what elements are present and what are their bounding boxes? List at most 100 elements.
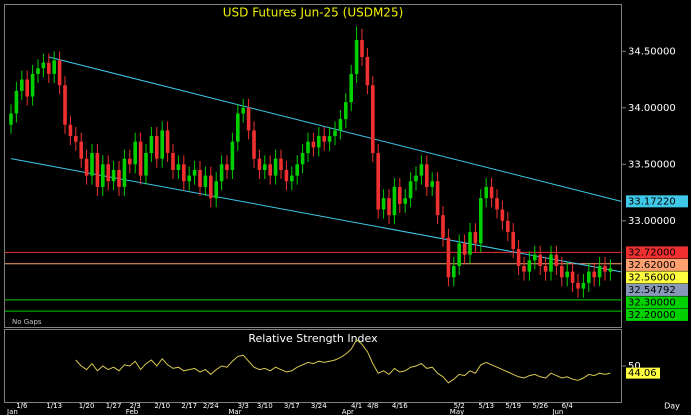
y-tick-label: 34.00000	[628, 103, 676, 114]
candle-body	[101, 164, 105, 187]
candle-body	[479, 198, 483, 244]
candle-body	[608, 268, 613, 272]
candle-body	[20, 79, 24, 91]
candle-body	[457, 243, 461, 266]
candle-body	[133, 141, 137, 165]
rsi-panel-frame	[4, 329, 622, 403]
candle-body	[549, 254, 553, 272]
candle-body	[603, 265, 607, 272]
candle-body	[198, 169, 202, 187]
candle-body	[122, 158, 127, 187]
x-month-label: May	[450, 408, 464, 415]
candle-body	[592, 271, 596, 278]
candle-body	[284, 169, 289, 182]
x-tick-label: 1/13	[46, 402, 62, 410]
x-tick-label: 5/13	[478, 402, 494, 410]
x-month-label: Mar	[228, 408, 241, 415]
candle-body	[68, 124, 73, 137]
rsi-title: Relative Strength Index	[248, 332, 378, 345]
x-tick-label: 5/2	[454, 402, 465, 410]
rsi-line	[75, 338, 611, 384]
candle-body	[554, 254, 559, 266]
x-month-label: Jan	[6, 408, 18, 415]
candle-body	[565, 271, 569, 278]
candle-body	[516, 249, 521, 266]
value-box-label: 32.54792	[628, 285, 676, 296]
candle-body	[52, 60, 56, 74]
candle-body	[376, 153, 380, 210]
candle-body	[160, 130, 164, 159]
candle-body	[79, 141, 83, 159]
candle-body	[236, 113, 240, 142]
candle-body	[414, 175, 418, 182]
x-tick-label: 2/10	[154, 402, 170, 410]
value-box-label: 32.72000	[628, 247, 676, 258]
candle-body	[527, 260, 532, 272]
candle-body	[36, 68, 40, 74]
x-tick-label: 5/26	[532, 402, 548, 410]
candle-body	[500, 209, 505, 221]
candle-body	[354, 40, 359, 74]
candle-body	[106, 164, 110, 182]
x-tick-label: 3/17	[284, 402, 300, 410]
x-tick-label: 1/27	[106, 402, 122, 410]
main-panel-frame	[4, 4, 622, 328]
candle-body	[14, 90, 19, 114]
value-box	[626, 283, 688, 296]
chart-title: USD Futures Jun-25 (USDM25)	[223, 6, 404, 20]
x-tick-label: 3/3	[238, 402, 249, 410]
x-month-label: Apr	[342, 408, 354, 415]
y-tick-label: 33.50000	[628, 159, 676, 170]
candle-body	[128, 158, 132, 165]
candle-body	[63, 85, 67, 125]
candle-body	[241, 107, 245, 114]
value-box-label: 32.56000	[628, 272, 676, 283]
candle-body	[360, 40, 364, 57]
candle-body	[408, 181, 413, 199]
x-tick-label: 6/4	[562, 402, 574, 410]
x-tick-label: 4/16	[392, 402, 408, 410]
x-tick-label: 2/17	[181, 402, 197, 410]
x-tick-label: 1/20	[79, 402, 95, 410]
value-box-label: 32.20000	[628, 310, 676, 321]
value-box	[626, 195, 688, 208]
x-tick-label: 2/3	[130, 402, 141, 410]
candle-body	[84, 158, 89, 176]
candle-body	[311, 141, 316, 148]
candle-body	[403, 198, 407, 204]
candle-body	[322, 136, 326, 142]
candle-body	[446, 237, 451, 278]
candle-body	[473, 232, 478, 244]
candle-body	[74, 136, 78, 142]
candle-body	[111, 169, 116, 182]
candle-body	[462, 243, 467, 255]
candle-body	[295, 164, 299, 176]
candle-body	[452, 265, 456, 278]
candle-body	[338, 119, 343, 131]
candle-body	[176, 164, 181, 170]
candle-body	[430, 181, 434, 187]
candle-body	[263, 164, 267, 170]
rsi-last-bg	[626, 367, 660, 379]
candle-body	[581, 282, 586, 289]
y-tick-label: 34.50000	[628, 46, 676, 57]
candle-body	[138, 141, 143, 176]
candle-body	[543, 265, 548, 272]
candle-body	[425, 164, 429, 187]
candle-body	[506, 220, 510, 233]
candle-body	[419, 164, 424, 176]
candle-body	[484, 186, 488, 199]
candle-body	[214, 181, 218, 199]
value-box	[626, 258, 688, 271]
candle-body	[317, 136, 321, 148]
x-month-label: Feb	[126, 408, 139, 415]
candle-body	[57, 60, 62, 86]
candle-body	[90, 153, 94, 176]
candle-body	[522, 265, 526, 272]
x-tick-label: 4/8	[367, 402, 378, 410]
x-tick-label: 4/1	[351, 402, 362, 410]
candle-body	[468, 232, 472, 255]
